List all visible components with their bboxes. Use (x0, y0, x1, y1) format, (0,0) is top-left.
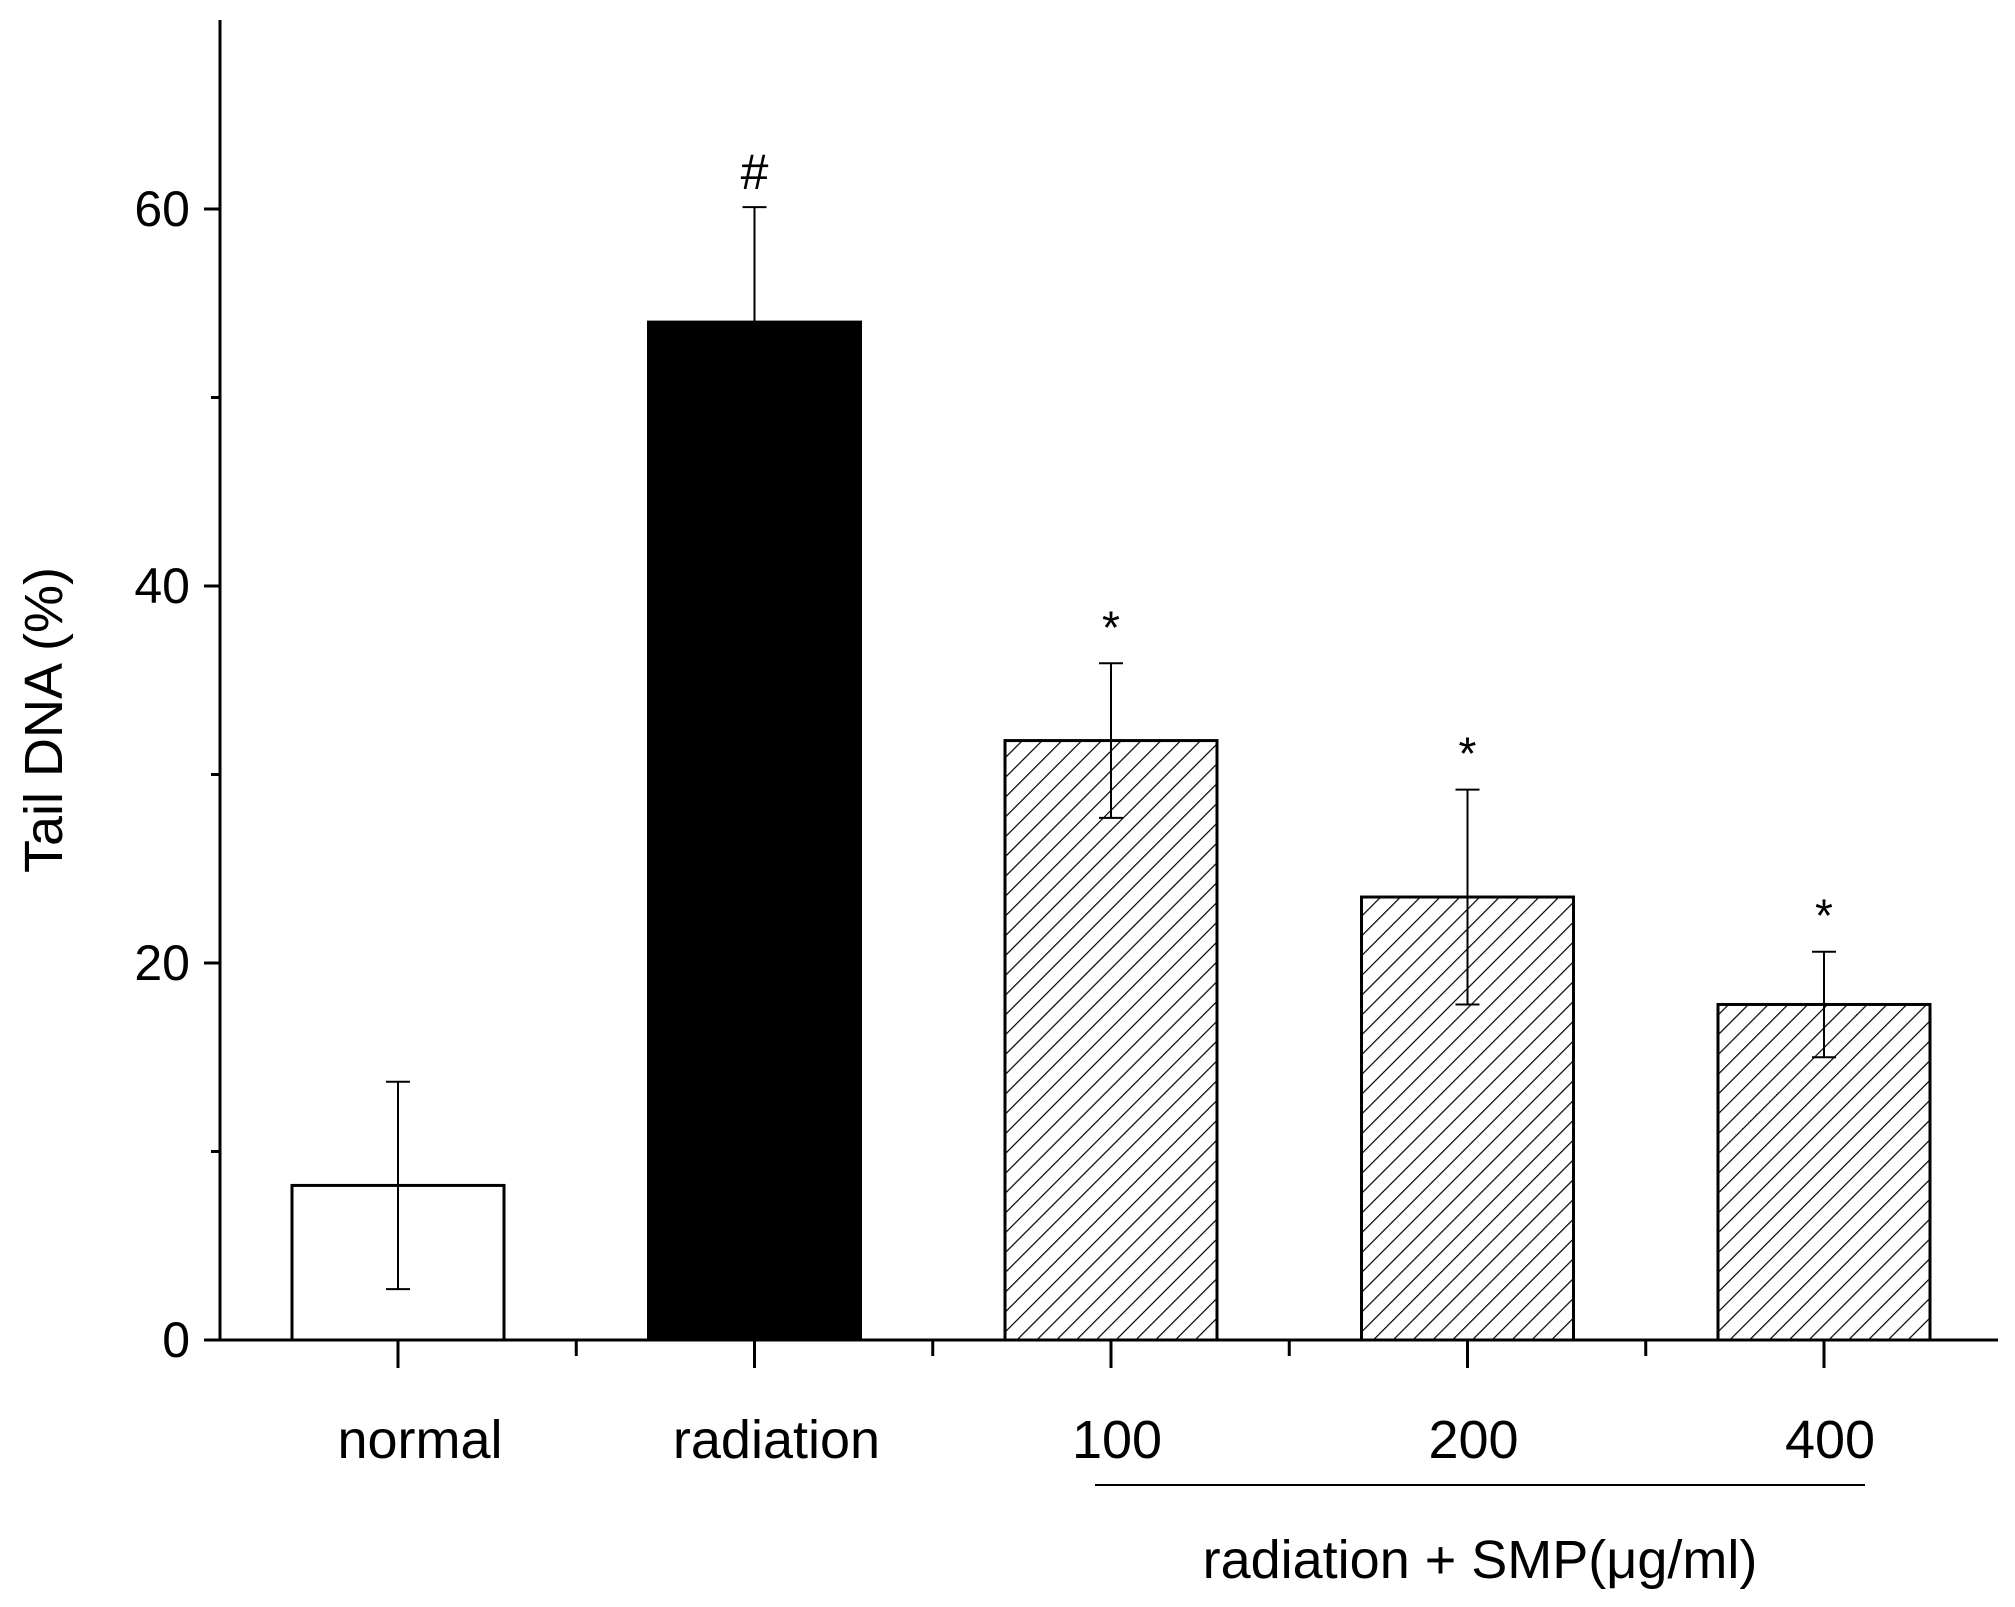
category-label: 200 (1428, 1410, 1518, 1470)
significance-markers: # * * * (741, 144, 1833, 942)
category-label: 100 (1072, 1410, 1162, 1470)
significance-marker: * (1102, 601, 1120, 653)
y-axis-label: Tail DNA (%) (14, 567, 74, 873)
category-label: normal (337, 1410, 502, 1470)
y-tick-label: 60 (134, 181, 190, 237)
y-tick-label: 20 (134, 935, 190, 991)
error-bars (386, 206, 1836, 1291)
y-tick-label: 40 (134, 558, 190, 614)
significance-marker: * (1815, 890, 1833, 942)
bars (290, 320, 1932, 1342)
category-label: radiation (673, 1410, 880, 1470)
x-axis-ticks (396, 1340, 1826, 1368)
group-label: radiation + SMP(μg/ml) (1203, 1530, 1758, 1590)
significance-marker: * (1459, 728, 1477, 780)
bar-100 (1003, 739, 1219, 1342)
bar-radiation (647, 320, 862, 1342)
category-labels: normal radiation 100 200 400 (337, 1410, 1875, 1470)
category-label: 400 (1785, 1410, 1875, 1470)
y-axis-ticks: 0 20 40 60 (134, 181, 220, 1368)
significance-marker: # (741, 144, 769, 200)
y-tick-label: 0 (162, 1312, 190, 1368)
